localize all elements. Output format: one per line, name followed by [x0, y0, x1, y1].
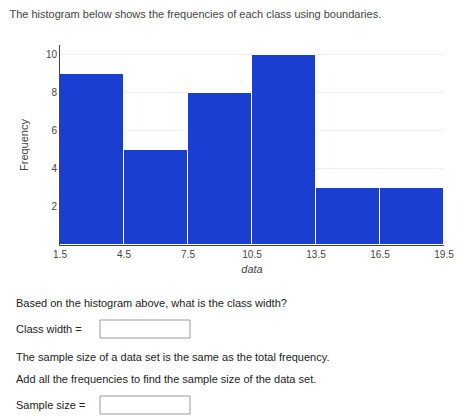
svg-text:13.5: 13.5 [306, 249, 326, 260]
svg-text:16.5: 16.5 [370, 249, 390, 260]
svg-text:10.5: 10.5 [242, 249, 262, 260]
svg-text:Sample size =: Sample size = [16, 399, 85, 411]
svg-text:7.5: 7.5 [181, 249, 195, 260]
svg-text:2: 2 [51, 201, 57, 212]
svg-text:1.5: 1.5 [53, 249, 67, 260]
svg-text:The sample size of a data set: The sample size of a data set is the sam… [16, 351, 329, 363]
svg-text:Add all the frequencies to fin: Add all the frequencies to find the samp… [16, 373, 316, 385]
svg-text:4: 4 [51, 163, 57, 174]
svg-text:4.5: 4.5 [117, 249, 131, 260]
svg-text:10: 10 [46, 49, 58, 60]
svg-text:Frequency: Frequency [18, 119, 30, 171]
svg-text:Based on the histogram above,: Based on the histogram above, what is th… [16, 297, 287, 309]
svg-text:data: data [241, 263, 262, 275]
svg-text:19.5: 19.5 [434, 249, 454, 260]
svg-text:The histogram below shows the: The histogram below shows the frequencie… [9, 8, 381, 20]
svg-text:8: 8 [51, 87, 57, 98]
svg-text:Class width =: Class width = [16, 323, 82, 335]
svg-text:6: 6 [51, 125, 57, 136]
